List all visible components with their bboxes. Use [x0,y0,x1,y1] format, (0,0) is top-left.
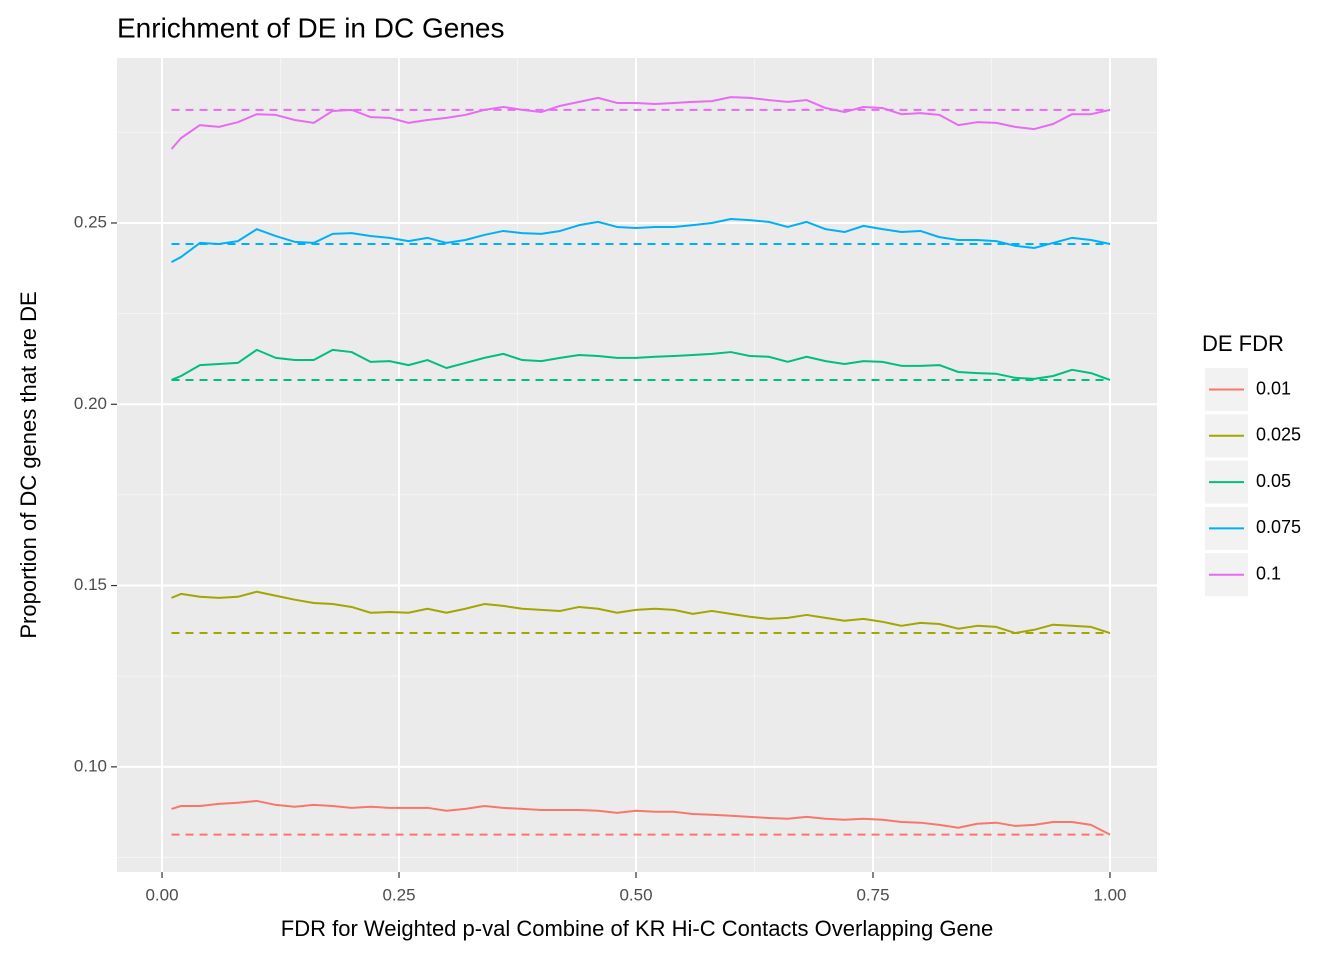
y-tick-label: 0.15 [74,575,107,594]
legend-label: 0.025 [1256,425,1301,445]
legend-label: 0.1 [1256,563,1281,583]
legend-label: 0.01 [1256,378,1291,398]
y-tick-label: 0.25 [74,212,107,231]
x-tick-label: 0.75 [856,885,889,904]
y-tick-label: 0.20 [74,394,107,413]
chart-title: Enrichment of DE in DC Genes [117,12,505,43]
legend-title: DE FDR [1202,331,1284,356]
data-line [171,799,1111,836]
legend-label: 0.075 [1256,517,1301,537]
x-tick-label: 1.00 [1093,885,1126,904]
data-line [171,590,1111,635]
x-tick-label: 0.00 [145,885,178,904]
data-line [171,217,1111,264]
data-line [171,348,1111,381]
x-tick-label: 0.50 [619,885,652,904]
x-axis-title: FDR for Weighted p-val Combine of KR Hi-… [281,916,993,941]
y-tick-label: 0.10 [74,756,107,775]
x-tick-label: 0.25 [382,885,415,904]
legend-label: 0.05 [1256,471,1291,491]
data-line [170,96,1111,150]
y-axis-title: Proportion of DC genes that are DE [16,291,41,638]
